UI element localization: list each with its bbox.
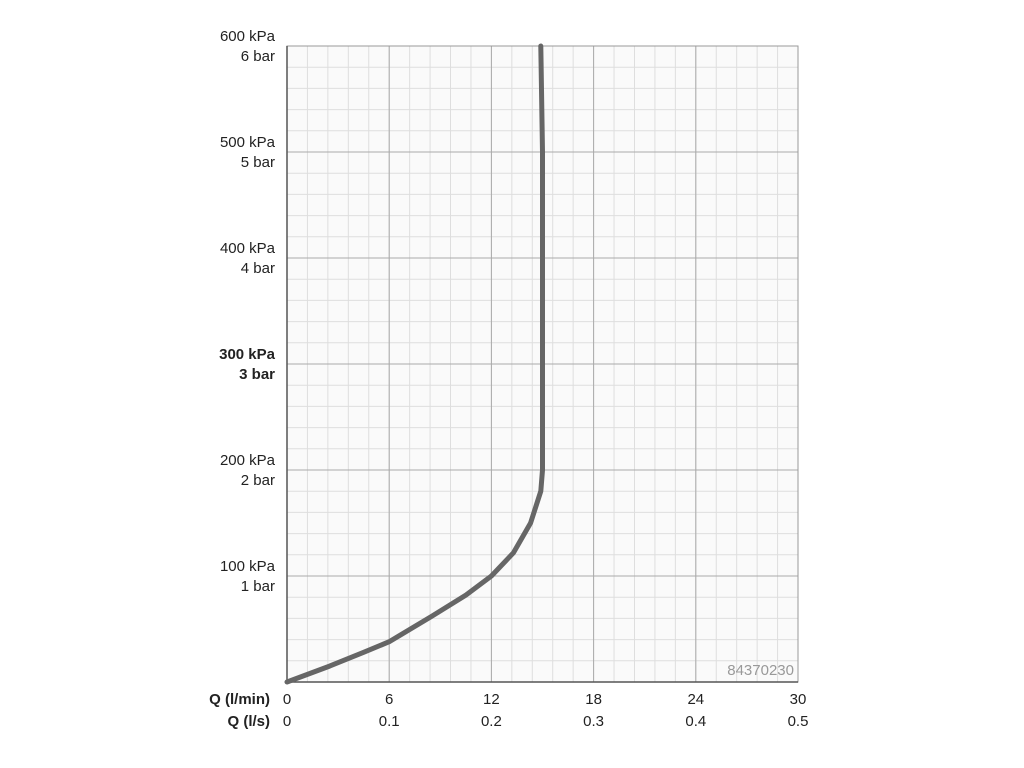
watermark: 84370230	[727, 662, 794, 679]
y-tick-label: 400 kPa	[220, 240, 276, 257]
y2-tick-label: 3 bar	[239, 366, 275, 383]
y2-tick-label: 1 bar	[241, 578, 275, 595]
x2-tick-label: 0.1	[379, 713, 400, 730]
line	[284, 43, 545, 685]
y2-tick-label: 5 bar	[241, 154, 275, 171]
x2-tick-label: 0.2	[481, 713, 502, 730]
x-tick-label: 30	[790, 691, 807, 708]
x-tick-label: 6	[385, 691, 393, 708]
x2-tick-label: 0.4	[685, 713, 706, 730]
y-tick-label: 500 kPa	[220, 134, 276, 151]
x-tick-label: 12	[483, 691, 500, 708]
y2-tick-label: 6 bar	[241, 48, 275, 65]
x2-tick-label: 0	[283, 713, 291, 730]
y-tick-label: 600 kPa	[220, 28, 276, 45]
x-tick-label: 18	[585, 691, 602, 708]
x-axis-label: Q (l/min)	[209, 691, 270, 708]
x2-tick-label: 0.3	[583, 713, 604, 730]
y-tick-label: 200 kPa	[220, 452, 276, 469]
y2-tick-label: 4 bar	[241, 260, 275, 277]
y-tick-label: 100 kPa	[220, 558, 276, 575]
y-tick-label: 300 kPa	[219, 346, 276, 363]
x2-axis-label: Q (l/s)	[227, 713, 270, 730]
x2-tick-label: 0.5	[788, 713, 809, 730]
x-tick-label: 0	[283, 691, 291, 708]
x-tick-label: 24	[687, 691, 704, 708]
y2-tick-label: 2 bar	[241, 472, 275, 489]
